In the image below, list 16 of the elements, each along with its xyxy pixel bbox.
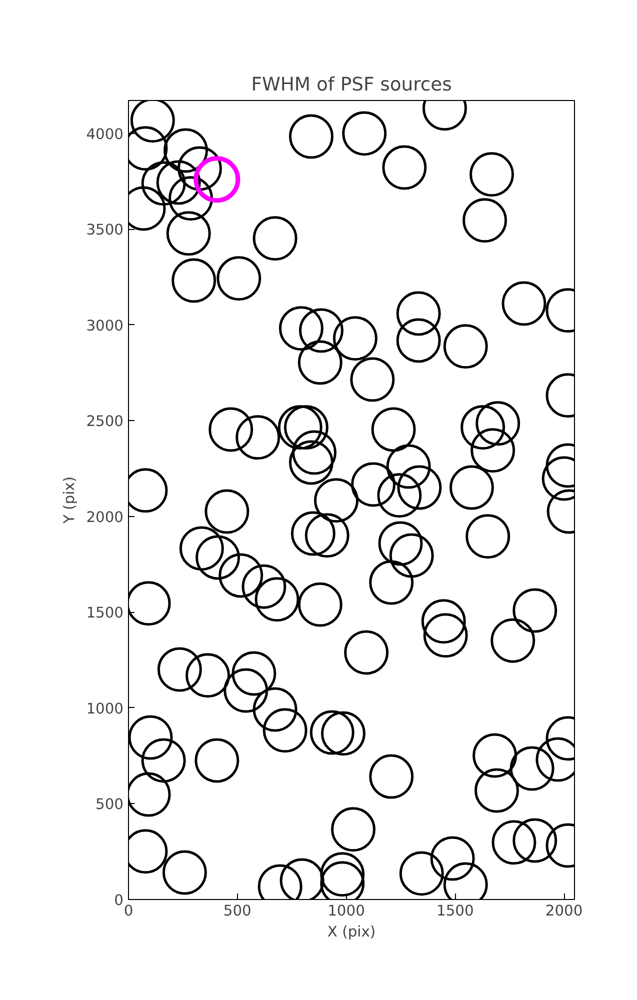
x-axis-title: X (pix) bbox=[327, 924, 376, 940]
y-tick-label: 2500 bbox=[86, 413, 124, 430]
x-tick-label: 1500 bbox=[436, 902, 474, 920]
y-tick-label: 3500 bbox=[86, 222, 124, 239]
y-tick-label: 4000 bbox=[86, 126, 124, 143]
chart-title: FWHM of PSF sources bbox=[251, 74, 452, 96]
x-tick-label: 1000 bbox=[328, 902, 365, 920]
y-tick-label: 1000 bbox=[86, 700, 124, 718]
y-tick-label: 0 bbox=[114, 892, 124, 909]
y-axis-title: Y (pix) bbox=[61, 476, 78, 525]
x-tick-label: 2000 bbox=[545, 902, 583, 920]
y-tick-label: 1500 bbox=[86, 604, 124, 622]
y-tick-label: 2000 bbox=[86, 508, 124, 526]
y-tick-label: 500 bbox=[96, 796, 124, 814]
y-tick-label: 3000 bbox=[86, 317, 124, 334]
x-tick-label: 500 bbox=[223, 902, 252, 920]
